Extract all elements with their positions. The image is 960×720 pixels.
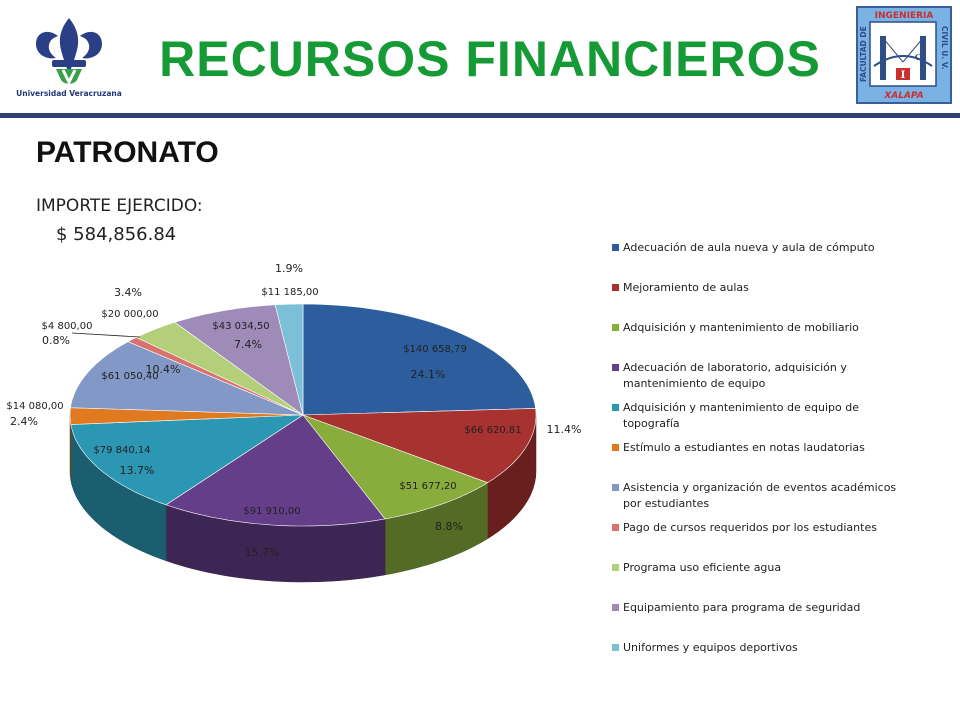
legend-label: Adquisición y mantenimiento de mobiliari… [623,321,859,334]
slice-percent-label: 0.8% [42,334,70,347]
pie-slice-7 [70,341,304,416]
slice-value-label: $14 080,00 [6,401,63,412]
legend-label: Uniformes y equipos deportivos [623,641,798,654]
slice-percent-label: 13.7% [120,464,155,477]
pie-slice-6 [69,407,304,425]
slice-value-label: $140 658,79 [403,344,467,355]
legend-label: Asistencia y organización de eventos aca… [623,481,897,510]
universidad-veracruzana-logo [36,18,102,86]
fic-center-letter-2: C [915,52,921,62]
slice-value-label: $43 034,50 [212,321,269,332]
legend-swatch [612,604,619,611]
slice-percent-label: 10.4% [146,363,181,376]
pie-slice-11 [274,303,304,416]
legend-label: Pago de cursos requeridos por los estudi… [623,521,877,534]
slice-percent-label: 7.4% [234,338,262,351]
page-title: RECURSOS FINANCIEROS [159,31,821,87]
pie-slice-8 [127,337,304,416]
legend-swatch [612,644,619,651]
slice-value-label: $20 000,00 [101,309,158,320]
legend-swatch [612,404,619,411]
title-divider [0,113,960,118]
slice-percent-label: 11.4% [547,423,582,436]
pie-slice-10 [174,304,304,416]
fic-right-text: CIVIL U. V. [940,26,949,70]
legend-label: Estímulo a estudiantes en notas laudator… [623,441,865,454]
slice-value-label: $79 840,14 [93,445,150,456]
fic-top-text: INGENIERIA [875,11,934,21]
fic-left-text: FACULTAD DE [859,26,868,82]
pie-top [69,303,537,527]
importe-value: $ 584,856.84 [56,224,177,245]
slice-value-label: $11 185,00 [261,287,318,298]
pie-slice-3 [302,414,489,520]
legend-label: Mejoramiento de aulas [623,281,749,294]
legend-swatch [612,244,619,251]
pie-slice-9 [135,321,304,416]
slice-percent-label: 15.7% [245,546,280,559]
importe-label: IMPORTE EJERCIDO: [36,196,203,216]
facultad-ingenieria-logo: I C INGENIERIA XALAPA FACULTAD DE CIVIL … [856,6,952,104]
slice-percent-label: 3.4% [114,286,142,299]
pie-slice-4 [165,414,386,527]
slice-percent-label: 8.8% [435,520,463,533]
legend-swatch [612,324,619,331]
slice-value-label: $91 910,00 [243,506,300,517]
pie-labels: $140 658,79 24.1% $66 620,81 11.4% $51 677,2… [6,262,581,559]
legend-swatch [612,444,619,451]
legend-label: Adquisición y mantenimiento de equipo de… [623,401,859,430]
legend-label: Equipamiento para programa de seguridad [623,601,861,614]
slice-value-label: $61 050,40 [101,371,158,382]
section-title: PATRONATO [36,136,219,169]
fic-bottom-text: XALAPA [883,91,923,101]
legend-swatch [612,524,619,531]
slice-value-label: $51 677,20 [399,481,456,492]
pie-slice-5 [70,414,305,506]
universidad-veracruzana-text: Universidad Veracruzana [16,89,122,98]
slice-value-label: $66 620,81 [464,425,521,436]
legend-label: Programa uso eficiente agua [623,561,782,574]
legend-label: Adecuación de aula nueva y aula de cómpu… [623,241,875,254]
slice-percent-label: 2.4% [10,415,38,428]
slice-percent-label: 24.1% [411,368,446,381]
pie-slice-2 [302,408,537,484]
fic-center-letter-1: I [901,70,906,81]
flor-de-lis-icon [36,18,102,86]
legend-swatch [612,284,619,291]
slice-value-label: $4 800,00 [42,321,93,332]
slice-percent-label: 1.9% [275,262,303,275]
pie-slice-1 [302,303,536,416]
label-leader-line [71,332,141,338]
bridge-icon [873,36,933,80]
legend-swatch [612,484,619,491]
pie-side-walls [69,414,537,583]
legend-label: Adecuación de laboratorio, adquisición y… [623,361,847,390]
legend-swatch [612,564,619,571]
legend-swatch [612,364,619,371]
